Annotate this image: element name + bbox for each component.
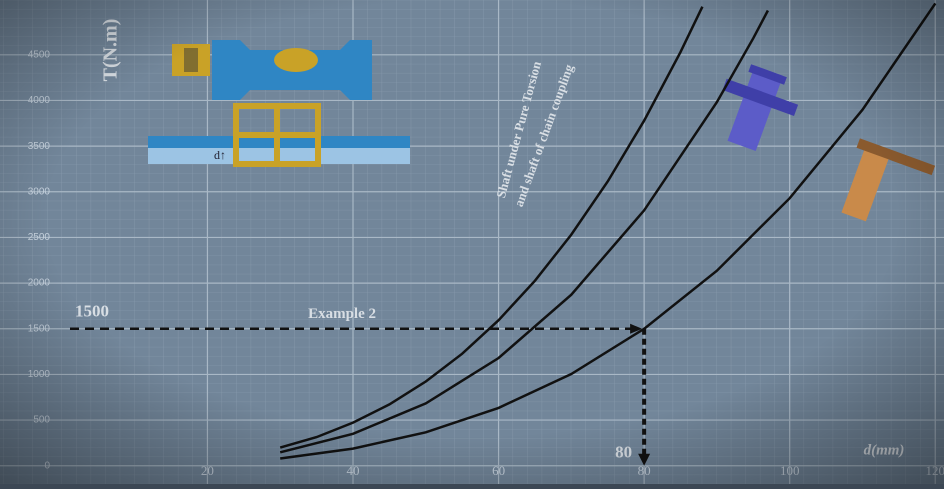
y-tick-label: 2500 xyxy=(28,232,51,243)
x-tick-label: 120 xyxy=(926,463,944,478)
x-tick-label: 40 xyxy=(346,463,359,478)
y-tick-label: 1000 xyxy=(28,369,51,380)
y-tick-label: 3500 xyxy=(28,141,51,152)
y-tick-label: 500 xyxy=(33,415,50,426)
y-tick-label: 0 xyxy=(44,460,50,471)
example-label: Example 2 xyxy=(308,306,376,322)
y-axis-label: T(N.m) xyxy=(100,19,122,82)
y-tick-label: 1500 xyxy=(28,323,51,334)
x-axis-label: d(mm) xyxy=(864,442,905,458)
y-tick-label: 4500 xyxy=(28,49,51,60)
example-value-x: 80 xyxy=(615,443,632,462)
y-tick-label: 3000 xyxy=(28,186,51,197)
x-tick-label: 60 xyxy=(492,463,505,478)
y-tick-label: 4000 xyxy=(28,95,51,106)
x-tick-label: 80 xyxy=(638,463,651,478)
y-tick-label: 2000 xyxy=(28,278,51,289)
x-tick-label: 20 xyxy=(201,463,214,478)
x-tick-label: 100 xyxy=(780,463,800,478)
icon-text: d↑ xyxy=(214,148,226,162)
example-value-y: 1500 xyxy=(75,302,109,321)
